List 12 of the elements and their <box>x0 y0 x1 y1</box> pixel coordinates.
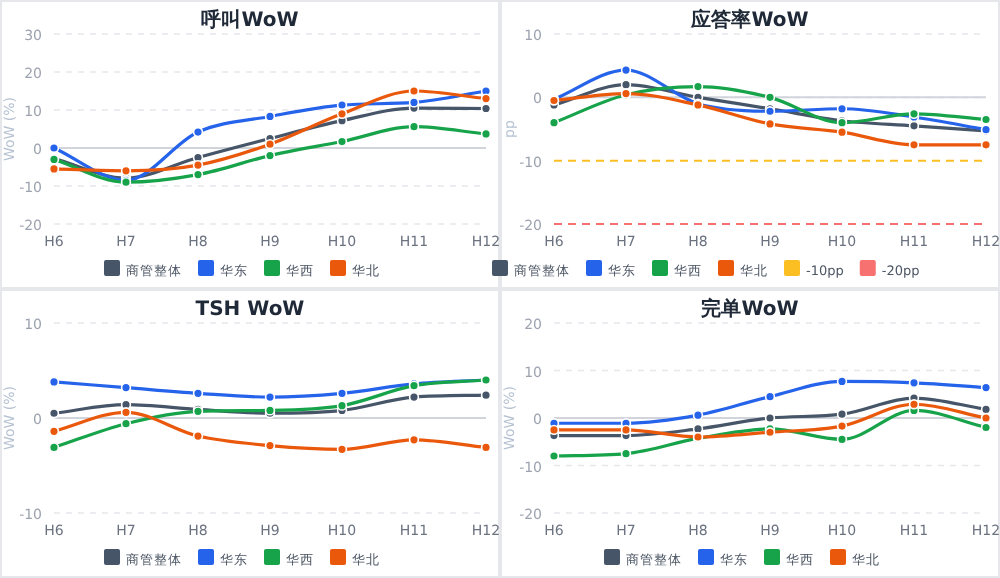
point <box>264 139 276 150</box>
point <box>120 407 132 418</box>
point <box>836 409 848 420</box>
chart-title: 呼叫WoW <box>201 8 299 32</box>
point <box>620 424 632 436</box>
point <box>336 108 348 119</box>
point <box>408 97 420 108</box>
point <box>908 399 920 410</box>
chart-title: TSH WoW <box>195 299 305 321</box>
chart-title: 完单WoW <box>701 297 799 321</box>
point <box>120 418 132 429</box>
chart-title: 应答率WoW <box>689 8 809 32</box>
